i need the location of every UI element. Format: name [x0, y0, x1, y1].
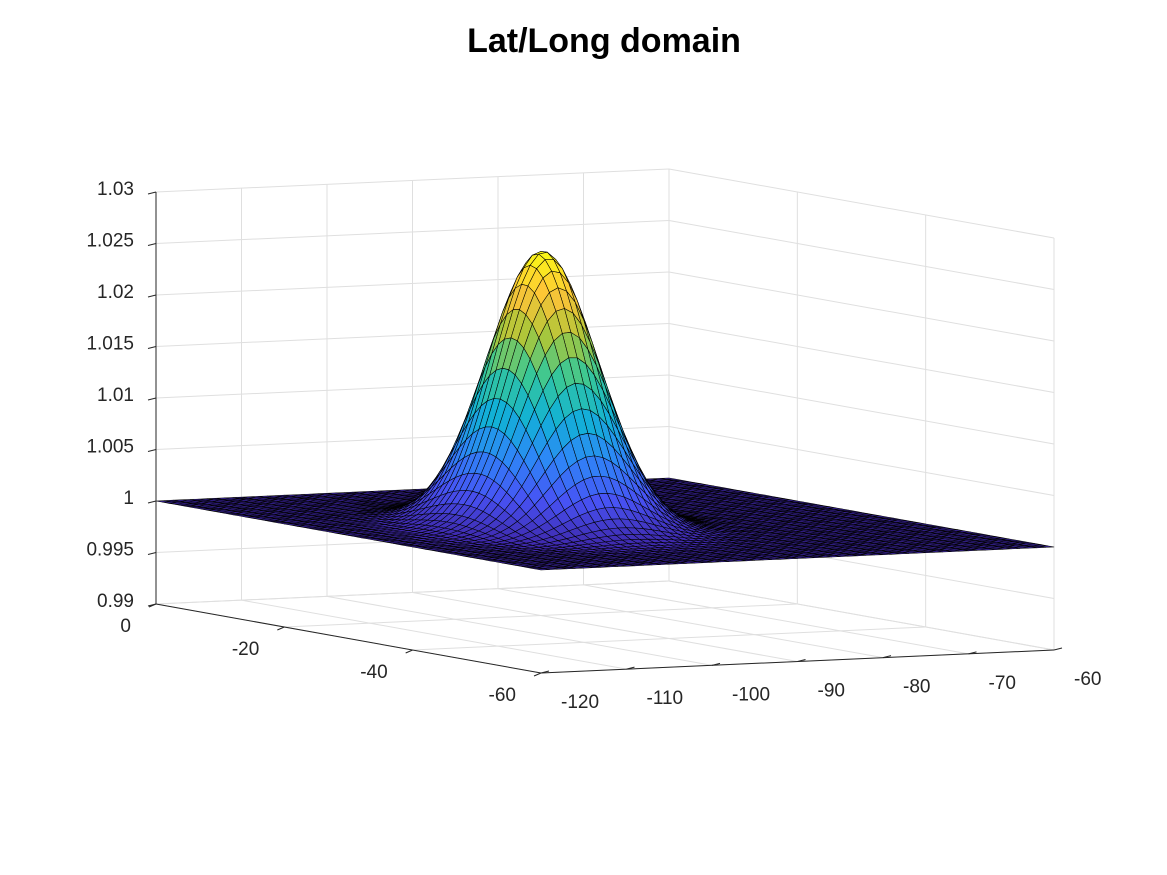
y-tick-mark [797, 659, 806, 662]
y-grid-line [497, 588, 884, 659]
y-grid-line [668, 580, 1055, 651]
z-tick-label: 1 [123, 488, 134, 509]
x-tick-mark [148, 603, 157, 608]
y-tick-label: -120 [561, 692, 599, 713]
z-tick-mark [147, 243, 157, 246]
y-tick-mark [711, 662, 721, 666]
z-tick-label: 1.02 [97, 282, 134, 303]
tick-labels-layer: 0.99 0.995 1 1.005 1.01 1.015 1.02 1.025 1.03 0 -2… [86, 179, 1101, 713]
y-tick-mark [882, 655, 892, 659]
surface-cell [534, 568, 550, 571]
z-tick-mark [147, 397, 157, 401]
x-tick-mark [277, 626, 285, 631]
x-tick-mark [405, 649, 413, 654]
x-tick-label: -60 [489, 685, 516, 706]
y-tick-mark [1053, 647, 1063, 651]
y-grid-line [326, 595, 713, 666]
y-grid-line [583, 584, 969, 655]
y-tick-label: -70 [989, 673, 1016, 694]
z-tick-label: 1.03 [97, 179, 134, 200]
z-grid-line [668, 220, 1055, 290]
z-tick-label: 0.99 [97, 591, 134, 612]
z-tick-mark [147, 552, 157, 555]
z-tick-mark [147, 500, 157, 504]
x-tick-mark [533, 672, 542, 677]
z-tick-label: 1.025 [86, 231, 134, 252]
x-tick-label: 0 [120, 616, 131, 637]
x-axis-line [155, 603, 542, 674]
z-grid-line [668, 374, 1055, 445]
z-grid-line [668, 271, 1055, 342]
y-tick-label: -60 [1074, 669, 1101, 690]
y-tick-mark [626, 666, 635, 670]
x-tick-label: -20 [232, 639, 259, 660]
surface-plot [155, 251, 1055, 571]
chart-title: Lat/Long domain [467, 22, 741, 60]
z-tick-label: 1.005 [86, 437, 134, 458]
axes-layer [147, 191, 1063, 677]
z-tick-mark [147, 191, 157, 195]
y-tick-label: -80 [903, 677, 930, 698]
z-grid-line [668, 168, 1055, 239]
x-grid-line [155, 580, 670, 605]
y-grid-line [412, 592, 798, 662]
z-tick-mark [147, 294, 157, 298]
z-tick-label: 1.01 [97, 385, 134, 406]
z-grid-line [668, 426, 1055, 496]
x-tick-label: -40 [360, 662, 387, 683]
y-tick-mark [968, 651, 977, 655]
y-grid-line [241, 599, 627, 670]
x-grid-line [284, 603, 798, 628]
y-tick-label: -100 [732, 684, 770, 705]
z-tick-mark [147, 449, 157, 452]
y-tick-mark [540, 670, 550, 674]
z-tick-label: 1.015 [86, 334, 134, 355]
y-tick-label: -110 [647, 688, 684, 709]
x-grid-line [412, 626, 926, 651]
z-tick-label: 0.995 [86, 540, 134, 561]
y-tick-label: -90 [818, 681, 845, 702]
z-tick-mark [147, 346, 157, 349]
z-grid-line [668, 323, 1055, 393]
